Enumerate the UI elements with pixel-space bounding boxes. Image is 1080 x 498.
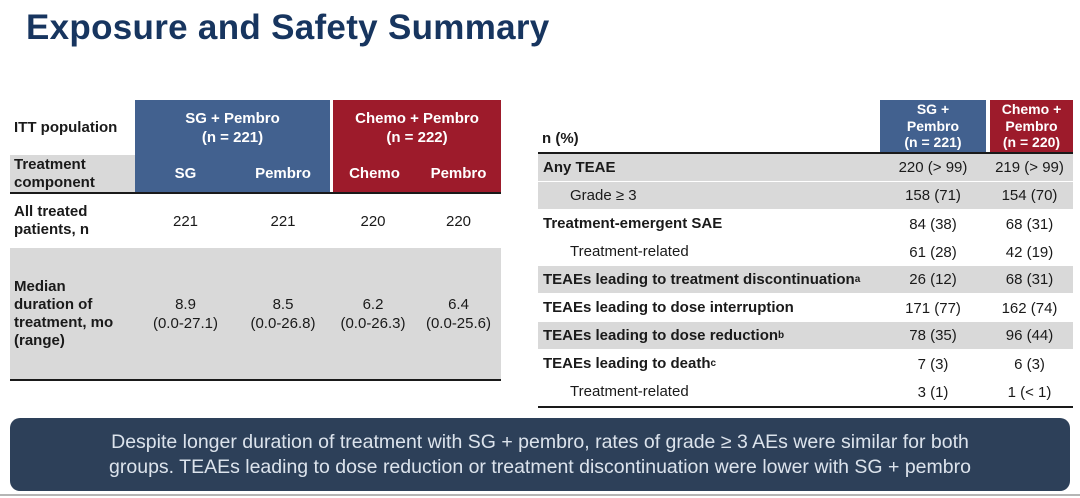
table-cell: 221 [270, 212, 296, 230]
exposure-corner-label: ITT population [14, 118, 118, 136]
table-cell: 84 (38) [909, 215, 957, 233]
slide-bottom-divider [0, 494, 1080, 496]
table-cell: 158 (71) [880, 182, 986, 210]
row-label-text: TEAEs leading to death [543, 355, 711, 372]
table-cell: 6.2 (0.0-26.3) [330, 248, 416, 379]
table-cell: 221 [172, 212, 199, 230]
table-cell: 8.5 (0.0-26.8) [236, 248, 330, 379]
table-cell: 96 (44) [986, 322, 1073, 350]
exposure-bottom-rule [10, 379, 501, 381]
table-cell: 154 (70) [986, 182, 1073, 210]
safety-group-header-sg-pembro: SG + Pembro (n = 221) [880, 100, 986, 152]
table-row-label: Grade ≥ 3 [538, 182, 880, 210]
exposure-subheader-sg: SG [135, 155, 236, 192]
exposure-row-label: Median duration of treatment, mo (range) [10, 248, 135, 379]
safety-corner-label: n (%) [542, 130, 579, 147]
exposure-subheader-pembro-1: Pembro [236, 155, 330, 192]
exposure-row-label: All treated patients, n [14, 203, 90, 238]
safety-header-divider [538, 152, 1073, 154]
table-cell: 220 [360, 212, 386, 230]
table-cell: 68 (31) [986, 266, 1073, 294]
table-cell: 220 (> 99) [880, 154, 986, 182]
row-label-text: Grade ≥ 3 [570, 186, 637, 204]
table-cell: 42 (19) [1005, 243, 1054, 261]
table-cell: 6 (3) [1014, 355, 1045, 373]
table-cell: 1 (< 1) [1007, 383, 1052, 401]
table-row-label: TEAEs leading to dose reduction b [538, 322, 880, 350]
safety-bottom-rule [538, 406, 1073, 408]
row-label-text: Treatment-related [570, 383, 689, 400]
safety-group-header-chemo-pembro: Chemo + Pembro (n = 220) [986, 100, 1073, 152]
exposure-component-label: Treatment component [10, 155, 135, 192]
row-label-text: Treatment-related [570, 243, 689, 260]
row-label-text: Any TEAE [543, 158, 616, 176]
row-label-text: TEAEs leading to dose reduction [543, 326, 779, 344]
row-label-text: Treatment-emergent SAE [543, 215, 723, 232]
row-label-text: TEAEs leading to dose interruption [543, 299, 794, 316]
row-label-text: TEAEs leading to treatment discontinuati… [543, 270, 855, 288]
table-cell: 220 [445, 212, 472, 230]
table-cell: 8.9 (0.0-27.1) [135, 248, 236, 379]
table-cell: 68 (31) [1005, 215, 1054, 233]
table-row-label: Any TEAE [538, 154, 880, 182]
exposure-header-divider [10, 192, 501, 194]
table-row-label: Treatment-related [538, 238, 880, 266]
page-title: Exposure and Safety Summary [26, 8, 550, 47]
table-cell: 78 (35) [880, 322, 986, 350]
summary-banner-text: Despite longer duration of treatment wit… [109, 430, 971, 478]
summary-banner: Despite longer duration of treatment wit… [10, 418, 1070, 491]
table-cell: 171 (77) [905, 299, 961, 317]
table-cell: 219 (> 99) [986, 154, 1073, 182]
exposure-table: ITT population SG + Pembro (n = 221) Che… [10, 100, 501, 381]
table-cell: 26 (12) [880, 266, 986, 294]
safety-table: n (%) SG + Pembro (n = 221) Chemo + Pemb… [538, 100, 1073, 408]
table-row-label: Treatment-related [538, 378, 880, 406]
exposure-group-header-sg-pembro: SG + Pembro (n = 221) [135, 100, 330, 155]
table-row-label: TEAEs leading to treatment discontinuati… [538, 266, 880, 294]
table-row-label: TEAEs leading to death c [543, 355, 717, 372]
exposure-subheader-pembro-2: Pembro [416, 155, 501, 192]
table-row-label: TEAEs leading to dose interruption [538, 294, 880, 322]
table-row-label: Treatment-emergent SAE [538, 210, 880, 238]
table-cell: 7 (3) [917, 355, 949, 373]
exposure-group-header-chemo-pembro: Chemo + Pembro (n = 222) [330, 100, 501, 155]
table-cell: 3 (1) [917, 383, 949, 401]
table-cell: 162 (74) [1001, 299, 1058, 317]
table-cell: 6.4 (0.0-25.6) [416, 248, 501, 379]
exposure-subheader-chemo: Chemo [330, 155, 416, 192]
table-cell: 61 (28) [909, 243, 957, 261]
